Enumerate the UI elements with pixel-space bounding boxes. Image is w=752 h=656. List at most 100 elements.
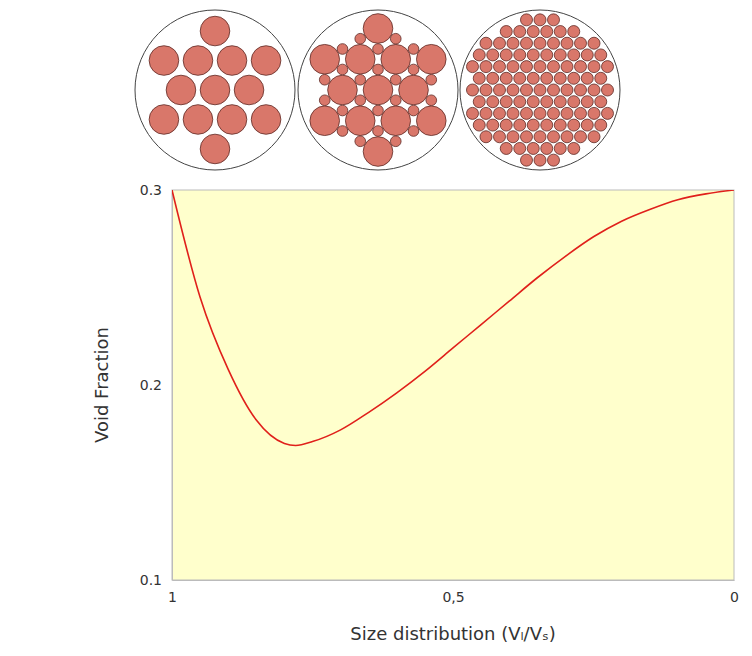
- particle: [561, 107, 573, 119]
- particle: [548, 84, 560, 96]
- particle: [200, 75, 230, 105]
- particle: [588, 84, 600, 96]
- packing-panel: [298, 10, 458, 170]
- particle: [595, 119, 607, 131]
- particle: [310, 106, 340, 136]
- y-tick: 0.2: [140, 377, 172, 393]
- particle: [575, 37, 587, 49]
- particle: [390, 33, 401, 44]
- particle: [381, 106, 411, 136]
- particle: [408, 64, 419, 75]
- particle: [575, 131, 587, 143]
- particle: [373, 105, 384, 116]
- particle: [355, 136, 366, 147]
- particle: [507, 61, 519, 73]
- particle: [554, 49, 566, 61]
- particle: [426, 95, 437, 106]
- data-line: [172, 190, 734, 445]
- particle: [534, 37, 546, 49]
- particle: [337, 126, 348, 137]
- x-tick: 0: [730, 580, 739, 605]
- particle: [473, 49, 485, 61]
- particle: [487, 96, 499, 108]
- particle: [467, 107, 479, 119]
- particle: [494, 37, 506, 49]
- particle: [500, 119, 512, 131]
- particle: [588, 61, 600, 73]
- particle: [487, 72, 499, 84]
- particle: [234, 75, 264, 105]
- container-circle: [298, 10, 458, 170]
- particle: [588, 37, 600, 49]
- particle: [408, 44, 419, 55]
- y-axis-line: [172, 191, 173, 581]
- particle: [487, 119, 499, 131]
- particle: [408, 126, 419, 137]
- particle: [480, 37, 492, 49]
- particle: [534, 107, 546, 119]
- particle: [149, 105, 179, 135]
- particle: [355, 33, 366, 44]
- particle: [541, 119, 553, 131]
- particle: [310, 44, 340, 74]
- particle: [494, 61, 506, 73]
- particle: [568, 72, 580, 84]
- particle: [548, 154, 560, 166]
- particle: [480, 61, 492, 73]
- particle: [500, 26, 512, 38]
- particle: [581, 119, 593, 131]
- packing-panel: [460, 10, 620, 170]
- particle: [337, 64, 348, 75]
- container-circle: [135, 10, 295, 170]
- particle: [521, 154, 533, 166]
- particle: [480, 107, 492, 119]
- particle: [554, 96, 566, 108]
- particle: [568, 26, 580, 38]
- particle: [337, 44, 348, 55]
- particle: [554, 26, 566, 38]
- particle: [541, 26, 553, 38]
- particle: [514, 119, 526, 131]
- particle: [480, 131, 492, 143]
- particle: [521, 37, 533, 49]
- plot-background: [172, 190, 734, 580]
- particle: [561, 131, 573, 143]
- particle: [541, 142, 553, 154]
- particle: [521, 84, 533, 96]
- particle: [595, 72, 607, 84]
- y-tick: 0.1: [140, 572, 172, 588]
- particle: [328, 75, 358, 105]
- y-axis-title: Void Fraction: [91, 327, 112, 443]
- particle: [514, 26, 526, 38]
- particle: [541, 72, 553, 84]
- particle: [561, 61, 573, 73]
- particle: [527, 119, 539, 131]
- particle: [494, 84, 506, 96]
- particle: [355, 95, 366, 106]
- x-tick: 0,5: [442, 580, 464, 605]
- particle: [534, 131, 546, 143]
- particle: [217, 105, 247, 135]
- particle: [500, 49, 512, 61]
- packing-illustration: [135, 10, 620, 170]
- particle: [183, 105, 213, 135]
- particle: [467, 84, 479, 96]
- particle: [588, 131, 600, 143]
- particle: [500, 72, 512, 84]
- particle: [534, 154, 546, 166]
- particle: [595, 49, 607, 61]
- particle: [581, 49, 593, 61]
- particle: [548, 61, 560, 73]
- particle: [319, 95, 330, 106]
- particle: [554, 72, 566, 84]
- x-axis-title: Size distribution (Vₗ/Vₛ): [350, 623, 555, 644]
- particle: [602, 84, 614, 96]
- particle: [373, 64, 384, 75]
- particle: [568, 119, 580, 131]
- particle: [575, 61, 587, 73]
- particle: [507, 107, 519, 119]
- particle: [595, 96, 607, 108]
- particle: [473, 72, 485, 84]
- particle: [345, 44, 375, 74]
- particle: [548, 131, 560, 143]
